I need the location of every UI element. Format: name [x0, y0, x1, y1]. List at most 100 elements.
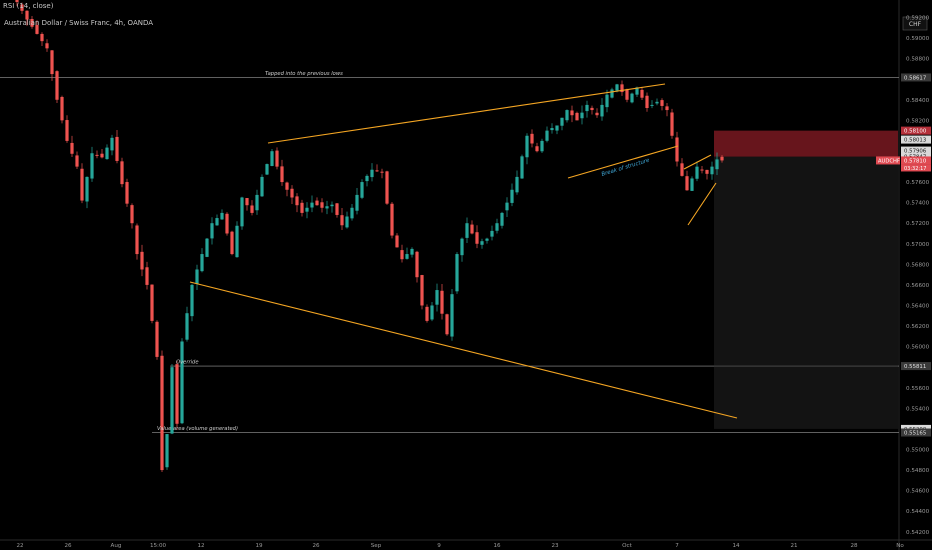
candle-body: [705, 169, 709, 174]
candle-body: [235, 225, 239, 258]
price-label-bg: [901, 428, 931, 437]
candle-body: [585, 104, 589, 112]
price-label-bg: [901, 362, 931, 371]
candle-body: [530, 133, 534, 144]
candle-body: [480, 241, 484, 245]
time-axis[interactable]: 22 26 Aug 15:00 12 19 26 Sep 9 16 23 Oct 7 14 21 28 No: [16, 543, 904, 549]
candle-body: [185, 313, 189, 340]
trendlines: [189, 83, 738, 419]
candle-body: [130, 205, 134, 224]
y-tick-label: 0.59000: [906, 36, 930, 42]
candle-body: [630, 93, 634, 103]
candle-body: [80, 168, 84, 201]
candle-body: [655, 101, 659, 104]
candle-body: [575, 112, 579, 121]
y-tick-label: 0.56400: [906, 303, 930, 309]
candle-body: [100, 153, 104, 158]
horizontal-levels: [0, 77, 899, 433]
candle-body: [510, 189, 514, 203]
candle-body: [160, 355, 164, 471]
x-tick-label: 16: [493, 543, 501, 549]
currency-box: [902, 16, 928, 31]
candle-body: [715, 159, 719, 170]
candle-body: [495, 223, 499, 231]
countdown-bg: [901, 164, 931, 172]
price-label-bg: [901, 146, 931, 155]
candle-body: [650, 104, 654, 106]
candle-body: [685, 176, 689, 191]
candle-body: [640, 89, 644, 98]
x-tick-label: 15:00: [150, 543, 167, 549]
level-label: Value area (volume generated): [157, 426, 238, 432]
x-tick-label: 23: [551, 543, 559, 549]
candle-body: [20, 4, 24, 11]
candle-body: [300, 202, 304, 213]
y-tick-label: 0.54200: [906, 530, 930, 536]
candle-body: [455, 254, 459, 292]
candle-body: [45, 43, 49, 49]
symbol-label[interactable]: Australian Dollar / Swiss Franc, 4h, OAN…: [4, 19, 154, 27]
x-tick-label: 19: [255, 543, 263, 549]
candle-body: [545, 130, 549, 141]
y-tick-label: 0.56000: [906, 345, 930, 351]
candle-body: [570, 110, 574, 116]
candle-body: [280, 166, 284, 183]
y-tick-label: 0.54400: [906, 509, 930, 515]
candle-body: [470, 224, 474, 234]
x-tick-label: 22: [16, 543, 23, 549]
y-tick-label: 0.54800: [906, 468, 930, 474]
price-label: 0.58100: [904, 129, 927, 135]
x-tick-label: 28: [850, 543, 858, 549]
x-tick-label: 14: [732, 543, 740, 549]
candle-body: [265, 164, 269, 175]
candle-body: [450, 294, 454, 337]
target-zone: [714, 156, 898, 429]
candle-body: [445, 314, 449, 335]
trendline: [683, 154, 712, 170]
price-label: 0.57810: [904, 158, 927, 164]
y-tick-label: 0.58400: [906, 98, 930, 104]
candle-body: [500, 212, 504, 226]
candle-body: [695, 166, 699, 179]
x-tick-label: Oct: [622, 543, 632, 549]
candle-body: [605, 94, 609, 108]
candle-body: [425, 306, 429, 321]
candle-body: [25, 10, 29, 20]
candle-body: [305, 207, 309, 212]
y-tick-label: 0.55400: [906, 406, 930, 412]
candle-body: [535, 146, 539, 152]
candle-body: [65, 120, 69, 141]
candle-body: [400, 250, 404, 260]
candle-body: [205, 238, 209, 257]
candle-body: [540, 140, 544, 152]
candle-body: [285, 182, 289, 190]
candle-body: [275, 150, 279, 167]
candle-body: [170, 367, 174, 434]
candle-body: [435, 290, 439, 305]
indicator-label[interactable]: RSI (14, close): [3, 2, 54, 10]
candle-body: [620, 84, 624, 93]
candle-body: [200, 254, 204, 272]
candle-body: [550, 128, 554, 131]
position-zones: [714, 130, 898, 429]
candle-body: [355, 194, 359, 211]
y-tick-label: 0.56800: [906, 262, 930, 268]
price-label-bg: [901, 135, 931, 144]
candle-body: [180, 341, 184, 424]
candle-body: [85, 176, 89, 202]
candle-body: [105, 147, 109, 160]
candle-body: [55, 71, 59, 100]
candle-body: [600, 104, 604, 117]
candle-body: [515, 176, 519, 193]
candle-body: [675, 137, 679, 162]
candle-body: [405, 254, 409, 259]
candle-body: [320, 202, 324, 208]
candle-body: [175, 364, 179, 424]
level-label: Tapped into the previous lows: [265, 71, 343, 77]
x-tick-label: 26: [312, 543, 320, 549]
candle-body: [215, 218, 219, 226]
candle-body: [60, 96, 64, 121]
